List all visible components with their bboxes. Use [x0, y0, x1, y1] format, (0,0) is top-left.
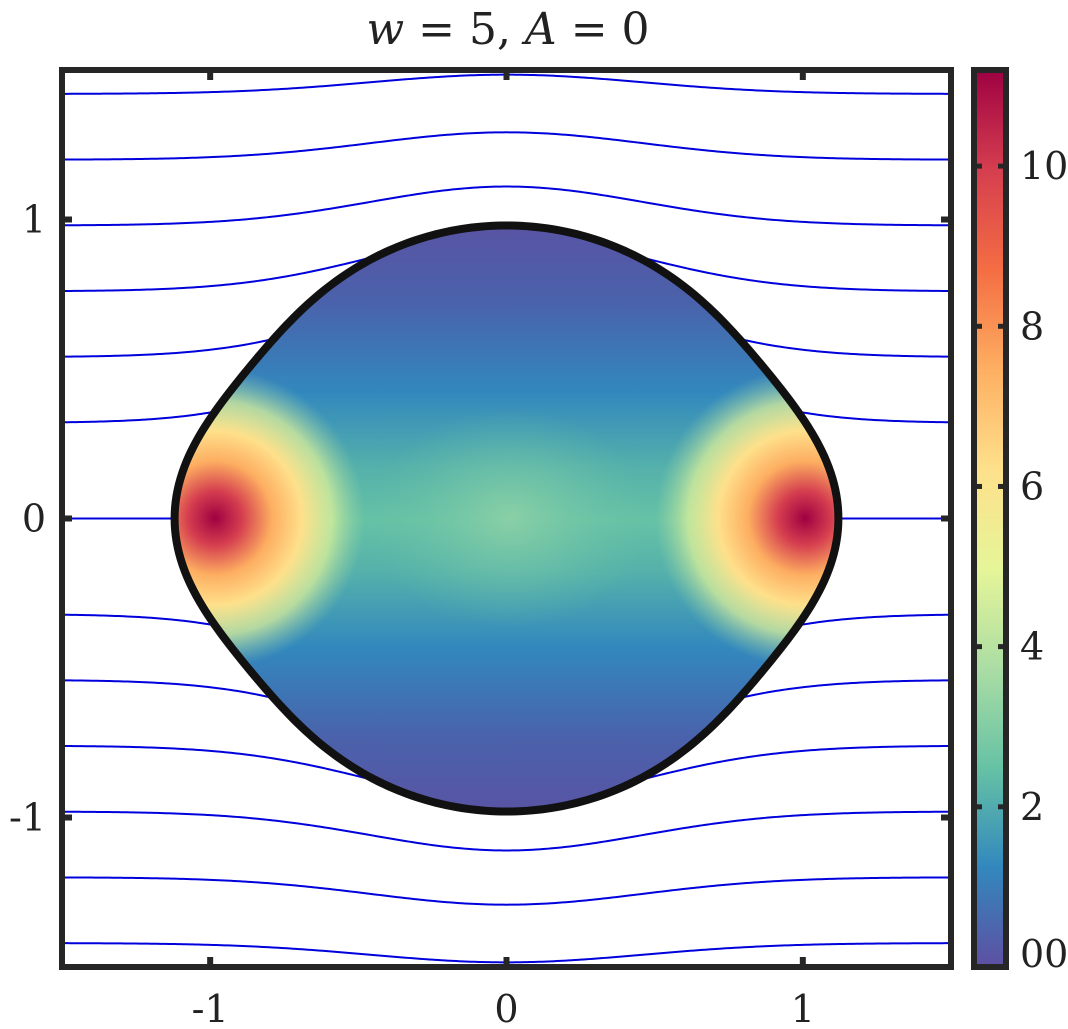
title-part-1: = 5,: [404, 4, 525, 55]
y-tick-label: -1: [9, 796, 46, 840]
field-maximum-left: [174, 368, 365, 668]
streamline: [62, 131, 951, 161]
title-part-2: A: [521, 4, 557, 55]
streamline: [62, 810, 951, 852]
body-boundary: [170, 221, 843, 816]
colorbar-tick-label: 8: [1020, 304, 1044, 348]
colorbar-ticks: 00 2 4 6 8 10: [974, 144, 1068, 976]
colorbar-tick-label: 00: [1020, 932, 1068, 976]
colorbar-tick-label: 6: [1020, 464, 1044, 508]
x-tick-label: 0: [494, 987, 518, 1029]
x-tick-label: -1: [192, 987, 229, 1029]
colorbar-frame: [971, 67, 1009, 970]
colorbar-tick-label: 10: [1020, 144, 1068, 188]
y-axis: -1 0 1: [9, 198, 951, 840]
field-maximum-right: [655, 368, 839, 668]
y-tick-label: 0: [22, 497, 46, 541]
x-axis: -1 0 1: [192, 70, 815, 1029]
chart-title-text: w = 5, A = 0: [366, 4, 649, 55]
colorbar-tick-label: 2: [1020, 785, 1044, 829]
colorbar: 00 2 4 6 8 10: [971, 67, 1068, 976]
streamline: [62, 185, 951, 227]
chart-title: w = 5, A = 0: [366, 4, 649, 55]
streamline: [62, 876, 951, 906]
title-part-3: = 0: [557, 4, 650, 55]
x-tick-label: 1: [791, 987, 815, 1029]
colorbar-tick-label: 4: [1020, 625, 1044, 669]
y-tick-label: 1: [22, 198, 46, 242]
colorbar-fill: [974, 70, 1006, 967]
body-field: [174, 225, 839, 812]
title-part-0: w: [366, 4, 404, 55]
